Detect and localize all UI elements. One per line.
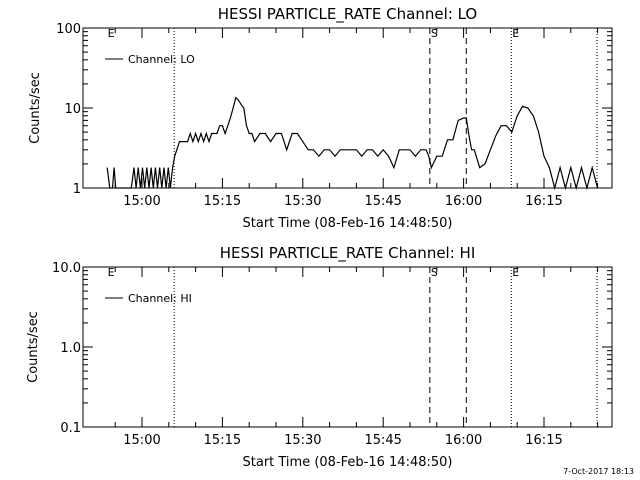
x-tick-label: 15:30 — [284, 194, 321, 209]
x-tick-label: 16:15 — [525, 194, 562, 209]
y-tick-label: 10 — [64, 102, 81, 117]
x-tick-label: 15:00 — [123, 433, 160, 448]
event-marker-label: S — [431, 27, 438, 40]
event-marker-label: E — [108, 266, 115, 279]
legend-label: Channel: HI — [128, 292, 192, 305]
event-marker-label: E — [108, 27, 115, 40]
plot-frame — [82, 27, 613, 189]
x-tick-label: 15:45 — [364, 194, 401, 209]
x-axis-label: Start Time (08-Feb-16 14:48:50) — [243, 455, 453, 470]
chart-title: HESSI PARTICLE_RATE Channel: LO — [218, 5, 477, 24]
event-marker-label: E — [512, 266, 519, 279]
x-tick-label: 15:45 — [364, 433, 401, 448]
y-axis-label: Counts/sec — [26, 311, 41, 383]
event-marker-label: E — [512, 27, 519, 40]
plot-frame — [82, 266, 613, 428]
chart-panel-1: HESSI PARTICLE_RATE Channel: LO 1 10 100 15:… — [28, 5, 613, 231]
x-tick-label: 15:00 — [123, 194, 160, 209]
y-tick-label: 100 — [56, 22, 81, 37]
legend-label: Channel: LO — [128, 53, 195, 66]
y-tick-label: 1.0 — [60, 341, 81, 356]
y-tick-label: 10.0 — [52, 261, 81, 276]
x-tick-label: 16:00 — [445, 433, 482, 448]
x-axis-label: Start Time (08-Feb-16 14:48:50) — [243, 216, 453, 231]
x-tick-label: 15:15 — [204, 194, 241, 209]
event-marker-label: S — [431, 266, 438, 279]
y-axis-label: Counts/sec — [28, 72, 43, 144]
x-tick-label: 15:15 — [204, 433, 241, 448]
y-tick-label: 1 — [73, 182, 81, 197]
chart-title: HESSI PARTICLE_RATE Channel: HI — [220, 244, 476, 263]
x-tick-label: 16:15 — [525, 433, 562, 448]
footer-timestamp: 7-Oct-2017 18:13 — [563, 467, 634, 476]
x-tick-label: 15:30 — [284, 433, 321, 448]
x-tick-label: 16:00 — [445, 194, 482, 209]
series-line — [106, 96, 599, 191]
y-tick-label: 0.1 — [60, 421, 81, 436]
chart-panel-2: HESSI PARTICLE_RATE Channel: HI 0.1 1.0 10.… — [26, 244, 613, 470]
